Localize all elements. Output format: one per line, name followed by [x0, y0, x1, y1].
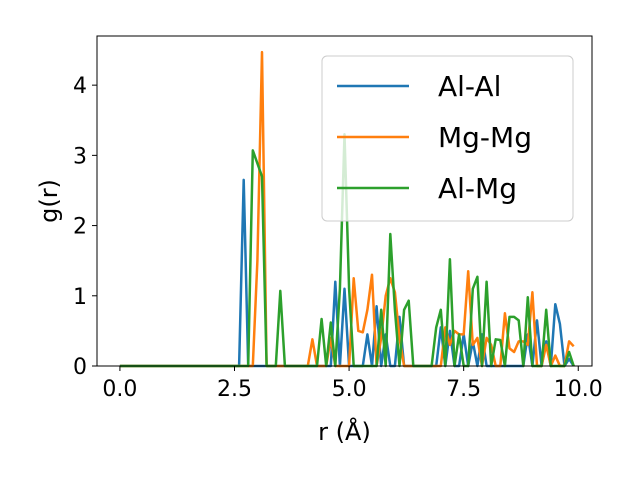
ticks-layer: 0.0 2.5 5.0 7.5 10.0 0 1 2 3 4 [73, 74, 603, 402]
series-line-0 [119, 178, 575, 368]
plot-frame [96, 35, 593, 367]
x-tick-label: 2.5 [217, 377, 252, 402]
legend-label-2: Al-Mg [438, 172, 517, 205]
legend-label-1: Mg-Mg [438, 121, 532, 154]
legend-label-0: Al-Al [438, 70, 501, 103]
x-tick-label: 5.0 [332, 377, 367, 402]
x-tick-label: 7.5 [446, 377, 481, 402]
y-axis-label: g(r) [35, 179, 63, 223]
legend-box [321, 55, 574, 222]
y-tick-label: 2 [73, 215, 87, 240]
y-tick-label: 1 [73, 285, 87, 310]
y-tick-label: 3 [73, 144, 87, 169]
x-tick-label: 0.0 [102, 377, 137, 402]
legend: Al-Al Mg-Mg Al-Mg [321, 55, 574, 222]
y-tick-label: 4 [73, 74, 87, 99]
y-tick-label: 0 [73, 355, 87, 380]
x-axis-label: r (Å) [318, 417, 371, 446]
x-tick-label: 10.0 [554, 377, 603, 402]
